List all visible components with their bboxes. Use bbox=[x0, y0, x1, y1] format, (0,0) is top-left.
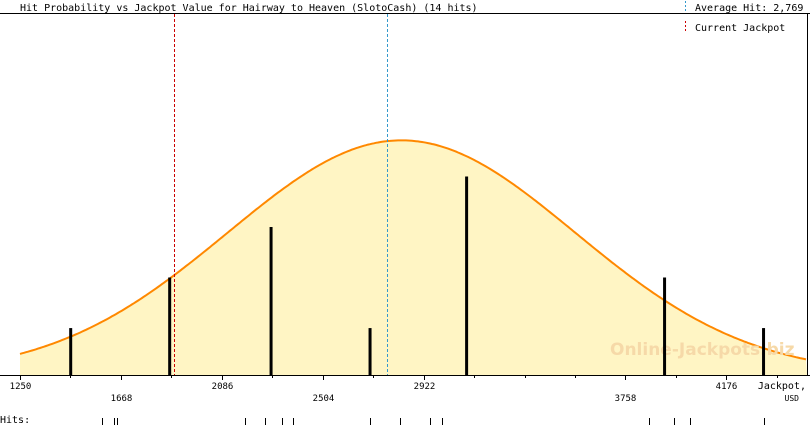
x-tick-label-1668: 1668 bbox=[111, 394, 133, 404]
x-tick-label-3758: 3758 bbox=[615, 394, 637, 404]
x-axis-label: Jackpot, bbox=[758, 381, 806, 392]
probability-curve bbox=[19, 139, 807, 361]
hits-label: Hits: bbox=[0, 415, 30, 425]
x-tick-label-2086: 2086 bbox=[212, 382, 234, 392]
chart-title: Hit Probability vs Jackpot Value for Hai… bbox=[20, 3, 478, 14]
x-axis-unit: USD bbox=[785, 394, 800, 403]
x-tick-label-1250: 1250 bbox=[10, 382, 32, 392]
legend-label-1: Average Hit: 2,769 bbox=[695, 3, 803, 14]
x-tick-label-4176: 4176 bbox=[716, 382, 738, 392]
legend-label-2: Current Jackpot bbox=[695, 23, 785, 34]
watermark: Online-Jackpots.biz bbox=[610, 340, 795, 360]
probability-area bbox=[20, 140, 807, 375]
x-tick-label-2504: 2504 bbox=[313, 394, 335, 404]
x-tick-label-2922: 2922 bbox=[414, 382, 436, 392]
